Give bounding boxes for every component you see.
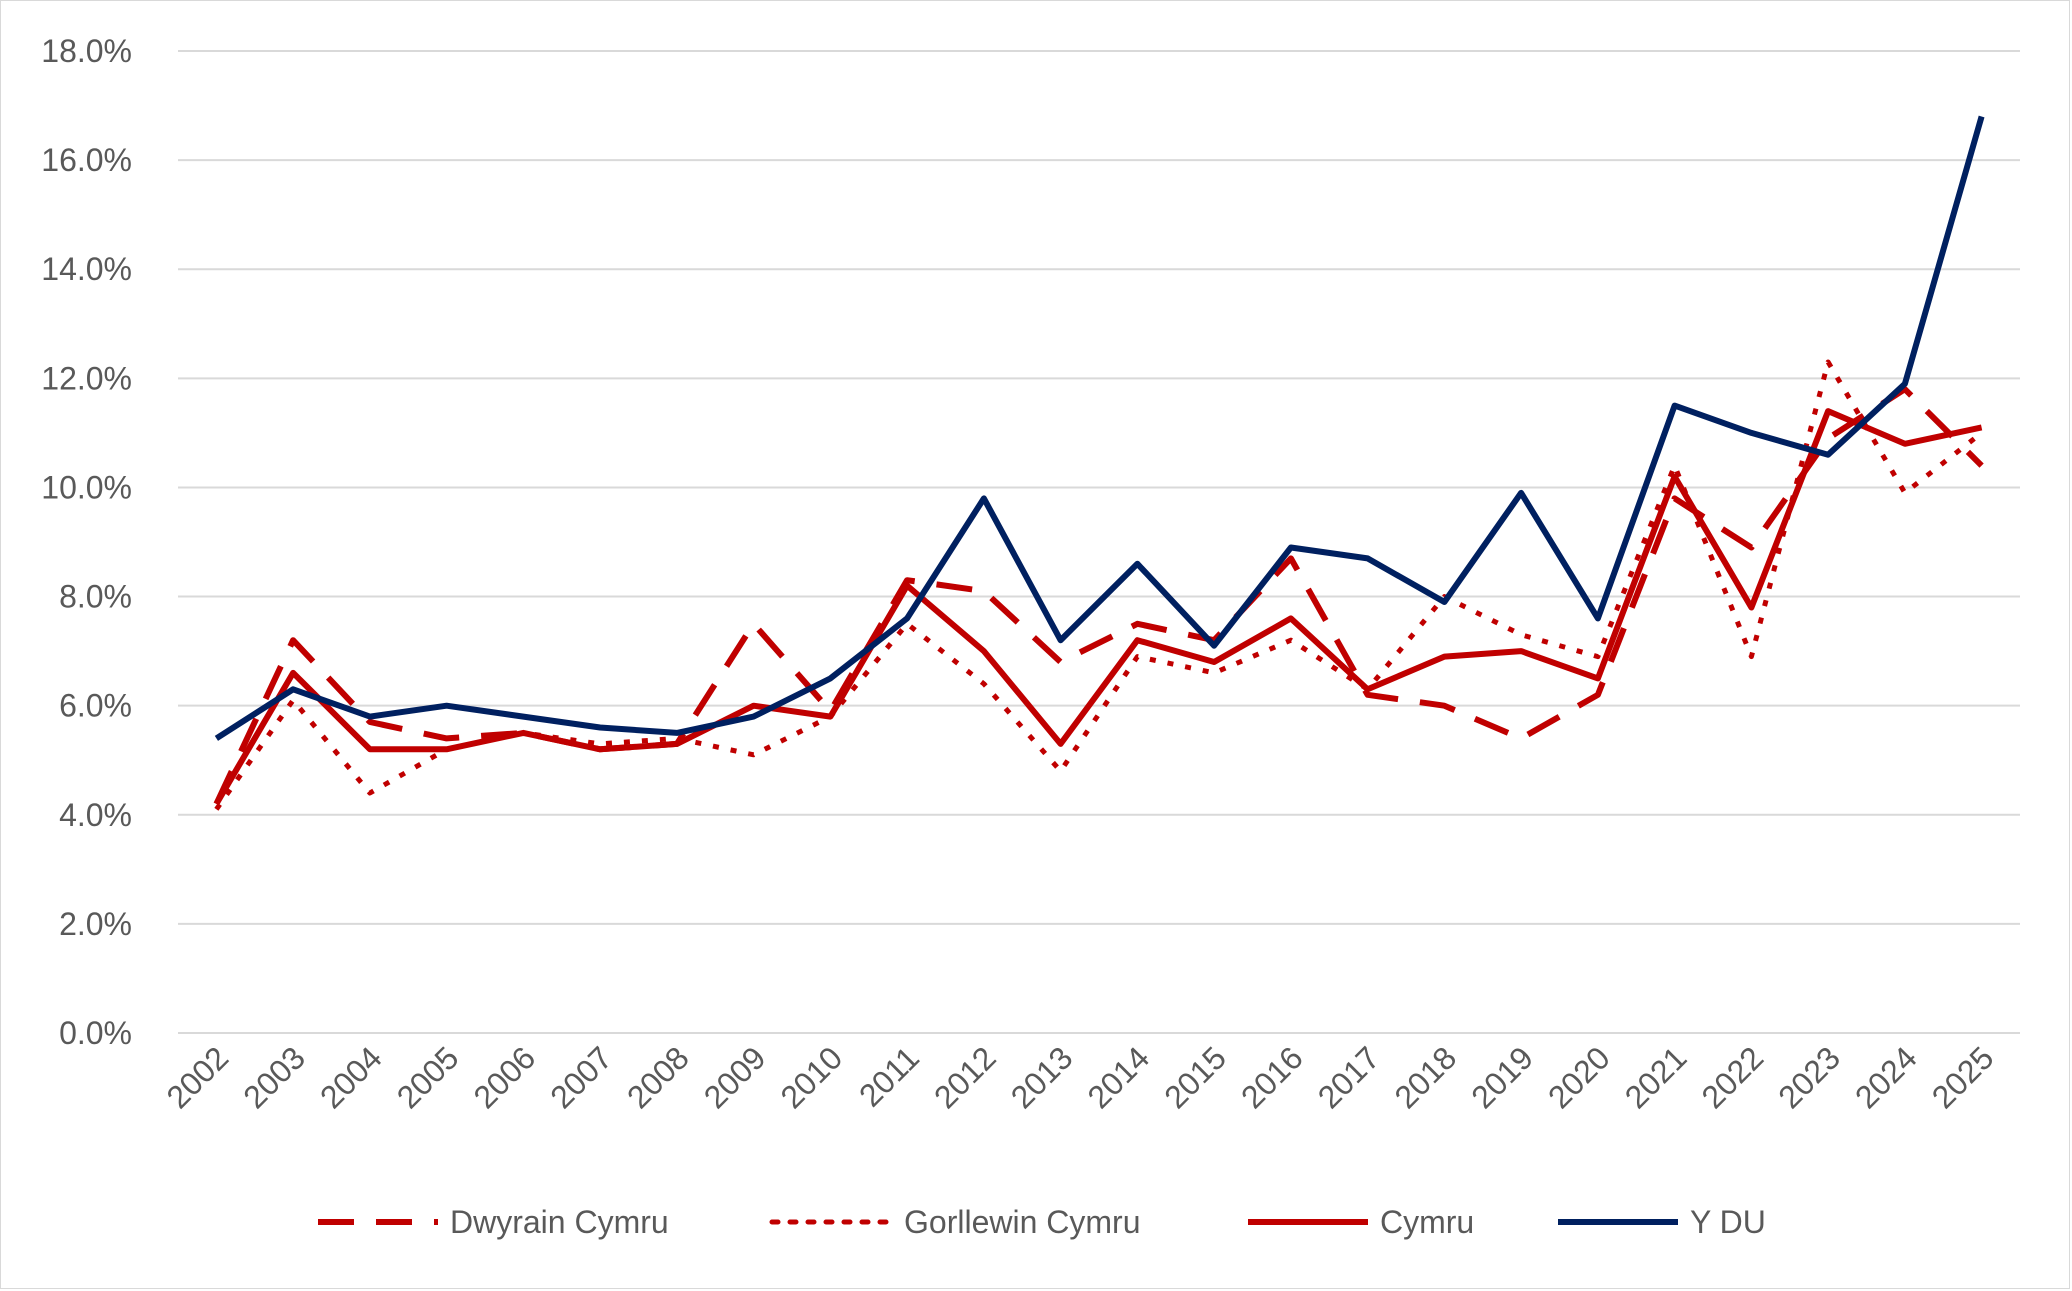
- gridlines: [178, 50, 2020, 1034]
- x-tick-label: 2006: [467, 1039, 543, 1115]
- series-line-3: [214, 115, 1985, 741]
- y-tick-label: 2.0%: [59, 906, 132, 942]
- y-tick-label: 8.0%: [59, 579, 132, 615]
- x-tick-label: 2021: [1618, 1039, 1694, 1115]
- x-tick-label: 2003: [236, 1039, 312, 1115]
- y-tick-label: 12.0%: [41, 360, 132, 396]
- legend-label-2: Cymru: [1380, 1204, 1474, 1240]
- y-tick-label: 6.0%: [59, 688, 132, 724]
- x-tick-label: 2008: [620, 1039, 696, 1115]
- legend-label-3: Y DU: [1690, 1204, 1766, 1240]
- x-tick-label: 2010: [774, 1039, 850, 1115]
- x-tick-label: 2013: [1004, 1039, 1080, 1115]
- y-tick-label: 10.0%: [41, 469, 132, 505]
- x-tick-label: 2007: [543, 1039, 619, 1115]
- legend-label-0: Dwyrain Cymru: [450, 1204, 669, 1240]
- y-tick-label: 4.0%: [59, 797, 132, 833]
- x-tick-label: 2012: [927, 1039, 1003, 1115]
- x-tick-label: 2019: [1464, 1039, 1540, 1115]
- x-tick-label: 2015: [1157, 1039, 1233, 1115]
- x-tick-label: 2004: [313, 1039, 389, 1115]
- y-tick-label: 14.0%: [41, 251, 132, 287]
- y-axis: 0.0% 2.0% 4.0% 6.0% 8.0% 10.0% 12.0% 14.0% 16.0%…: [41, 33, 132, 1051]
- x-axis: 2002 2003 2004 2005 2006 2007 2008 2009 2010 2011…: [160, 1039, 2001, 1115]
- legend-label-1: Gorllewin Cymru: [904, 1204, 1140, 1240]
- x-tick-label: 2014: [1081, 1039, 1157, 1115]
- y-tick-label: 16.0%: [41, 142, 132, 178]
- x-tick-label: 2018: [1388, 1039, 1464, 1115]
- legend: Dwyrain Cymru Gorllewin Cymru Cymru Y DU: [318, 1204, 1766, 1240]
- series-lines: [213, 115, 1985, 811]
- x-tick-label: 2005: [390, 1039, 466, 1115]
- series-line-2: [213, 408, 1983, 806]
- x-tick-label: 2020: [1541, 1039, 1617, 1115]
- y-tick-label: 18.0%: [41, 33, 132, 69]
- x-tick-label: 2002: [160, 1039, 236, 1115]
- x-tick-label: 2009: [697, 1039, 773, 1115]
- x-tick-label: 2017: [1311, 1039, 1387, 1115]
- x-tick-label: 2011: [852, 1039, 926, 1113]
- x-tick-label: 2016: [1234, 1039, 1310, 1115]
- x-tick-label: 2025: [1925, 1039, 2001, 1115]
- x-tick-label: 2023: [1771, 1039, 1847, 1115]
- x-tick-label: 2022: [1695, 1039, 1771, 1115]
- x-tick-label: 2024: [1848, 1039, 1924, 1115]
- y-tick-label: 0.0%: [59, 1015, 132, 1051]
